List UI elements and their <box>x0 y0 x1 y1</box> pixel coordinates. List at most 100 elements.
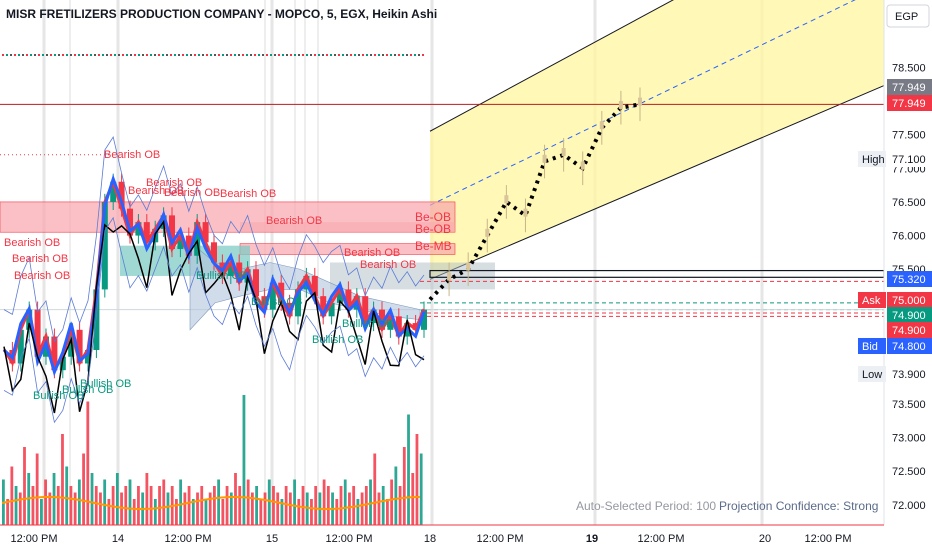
projected-candle <box>638 97 642 106</box>
volume-bar <box>14 486 18 525</box>
signal-dot <box>170 54 172 56</box>
volume-bar <box>90 473 94 525</box>
x-tick-label: 12:00 PM <box>476 533 523 545</box>
signal-dot <box>298 54 300 56</box>
candle-body <box>101 201 108 290</box>
signal-dot <box>330 54 332 56</box>
volume-bar <box>415 434 419 525</box>
candle-body <box>295 289 301 317</box>
signal-dot <box>354 54 356 56</box>
bullish-ob-label: Bullish OB <box>312 334 363 346</box>
bearish-ob-label: Bearish OB <box>360 259 416 271</box>
volume-bar <box>234 473 237 525</box>
channel-lower-line <box>429 85 885 280</box>
volume-bar <box>56 486 60 525</box>
volume-bar <box>175 499 178 525</box>
bullish-ob-label: Bullish OB <box>80 378 131 390</box>
signal-dot <box>110 54 112 56</box>
volume-bar <box>187 486 191 525</box>
price-tag-bg <box>858 366 886 382</box>
signal-dot <box>326 54 328 56</box>
bollinger-upper <box>3 136 425 343</box>
volume-bar <box>272 486 275 525</box>
volume-bar <box>153 499 157 525</box>
volume-bar <box>213 486 216 525</box>
candle-body <box>185 235 192 256</box>
volume-bar <box>284 486 288 525</box>
volume-bar <box>18 492 22 525</box>
volume-bar <box>348 492 351 525</box>
volume-bar <box>183 492 187 525</box>
volume-bar <box>217 479 221 525</box>
projected-candle <box>561 148 566 157</box>
price-label-bg <box>887 151 932 167</box>
y-tick-label: 73.500 <box>892 399 926 411</box>
candle-body <box>269 282 276 310</box>
bearish-ob-label: Bearish OB <box>14 270 70 282</box>
x-tick-label: 12:00 PM <box>637 533 684 545</box>
signal-dot <box>14 54 16 56</box>
signal-dot <box>122 54 124 56</box>
y-tick-label: 77.500 <box>892 130 926 142</box>
candle-body <box>261 296 268 310</box>
signal-dot <box>162 54 164 56</box>
signal-dot <box>266 54 268 56</box>
candle-body <box>395 316 402 337</box>
volume-bar <box>86 401 90 525</box>
be-mb-label: Be-MB <box>415 239 452 253</box>
bullish-ob-label: Bullish OB <box>33 390 84 402</box>
volume-bar <box>267 479 271 525</box>
signal-dot <box>414 54 416 56</box>
volume-bar <box>39 499 43 525</box>
price-label-bg <box>887 366 932 382</box>
price-label-bg <box>887 338 932 354</box>
volume-bar <box>263 492 267 525</box>
bullish-ob-label: Bullish OB <box>62 384 113 396</box>
candle-body <box>328 302 335 317</box>
x-tick-label: 15 <box>266 533 278 545</box>
volume-bar <box>77 479 81 525</box>
candle-body <box>236 262 243 283</box>
signal-dot <box>386 54 388 56</box>
candle-body <box>93 289 100 350</box>
volume-bar <box>242 395 246 525</box>
signal-dot <box>246 54 248 56</box>
signal-dot <box>370 54 372 56</box>
signal-dot <box>134 54 136 56</box>
signal-dot <box>378 54 380 56</box>
volume-bar <box>137 486 140 525</box>
y-tick-label: 72.000 <box>892 500 926 512</box>
x-tick-label: 12:00 PM <box>164 533 211 545</box>
candle-body <box>253 269 259 297</box>
bullish-ob-label: Bullish OB <box>251 296 302 308</box>
volume-bar <box>352 486 356 525</box>
channel-mid-line <box>429 0 856 206</box>
signal-dot <box>270 54 272 56</box>
candle-body <box>26 309 33 330</box>
candle-body <box>76 329 83 364</box>
candle-body <box>202 222 209 243</box>
price-label-bg <box>887 271 932 287</box>
volume-bar <box>343 479 347 525</box>
candle-body <box>345 289 352 310</box>
volume-bar <box>221 499 225 525</box>
signal-dot <box>334 54 336 56</box>
x-tick-label: 18 <box>424 533 436 545</box>
projection-channel <box>430 0 884 280</box>
signal-dot <box>254 54 256 56</box>
signal-dot <box>174 54 176 56</box>
be-ob-label: Be-OB <box>415 222 451 236</box>
projected-candle <box>485 228 490 237</box>
volume-bar <box>145 473 149 525</box>
signal-dot <box>102 54 104 56</box>
price-label-bg <box>887 322 932 338</box>
signal-dot <box>22 54 24 56</box>
projection-path <box>428 102 641 301</box>
price-tag: Bid <box>862 341 878 353</box>
signal-dot <box>406 54 408 56</box>
candle-body <box>135 222 142 236</box>
signal-dot <box>294 54 296 56</box>
signal-dot <box>86 54 88 56</box>
signal-dot <box>42 54 44 56</box>
